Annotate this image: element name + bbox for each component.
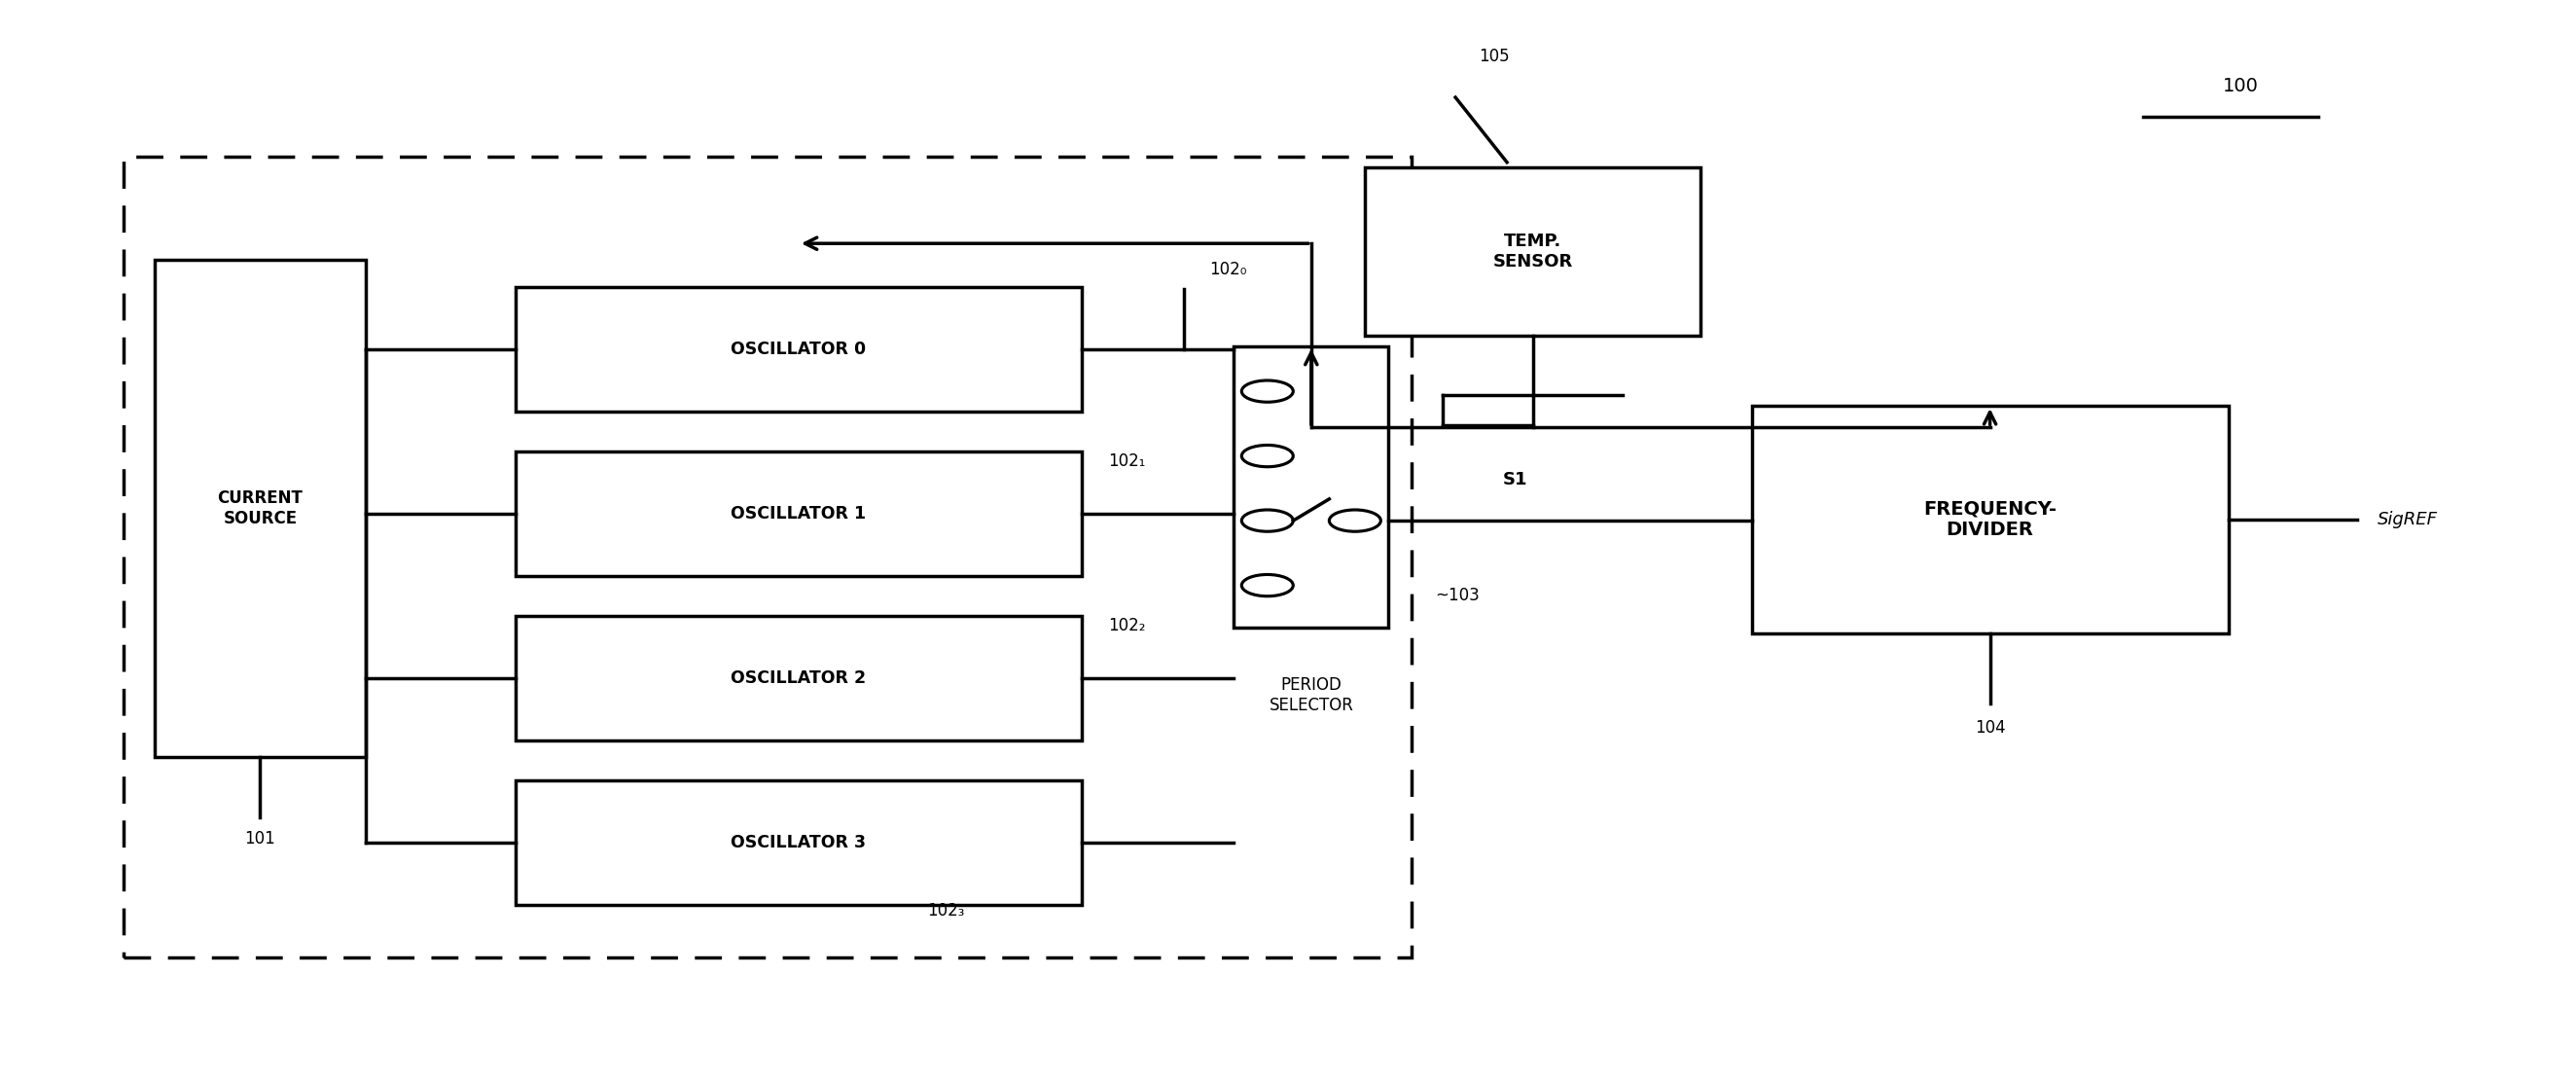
Bar <box>515 616 1082 740</box>
Bar <box>515 287 1082 411</box>
Text: FREQUENCY-
DIVIDER: FREQUENCY- DIVIDER <box>1924 500 2056 539</box>
Text: 100: 100 <box>2223 77 2259 96</box>
Bar <box>515 780 1082 905</box>
Text: OSCILLATOR 0: OSCILLATOR 0 <box>732 340 866 358</box>
Bar <box>124 157 1412 958</box>
Text: OSCILLATOR 2: OSCILLATOR 2 <box>732 669 866 687</box>
Text: 101: 101 <box>245 830 276 847</box>
Text: PERIOD
SELECTOR: PERIOD SELECTOR <box>1270 676 1352 714</box>
Text: S1: S1 <box>1504 471 1528 488</box>
Text: 102₂: 102₂ <box>1108 617 1146 634</box>
Bar <box>1752 406 2228 633</box>
Text: 102₃: 102₃ <box>927 902 963 920</box>
Text: 102₁: 102₁ <box>1108 452 1144 470</box>
Text: 102₀: 102₀ <box>1211 261 1247 278</box>
Text: 104: 104 <box>1976 720 2004 737</box>
Bar <box>155 260 366 757</box>
Text: SigREF: SigREF <box>2378 511 2437 528</box>
Bar <box>1234 346 1388 628</box>
Bar <box>1365 168 1700 335</box>
Bar <box>515 451 1082 576</box>
Text: OSCILLATOR 3: OSCILLATOR 3 <box>732 833 866 852</box>
Text: OSCILLATOR 1: OSCILLATOR 1 <box>732 504 866 523</box>
Text: CURRENT
SOURCE: CURRENT SOURCE <box>216 490 304 527</box>
Text: ~103: ~103 <box>1435 586 1479 604</box>
Text: TEMP.
SENSOR: TEMP. SENSOR <box>1492 233 1574 270</box>
Text: 105: 105 <box>1479 48 1510 65</box>
